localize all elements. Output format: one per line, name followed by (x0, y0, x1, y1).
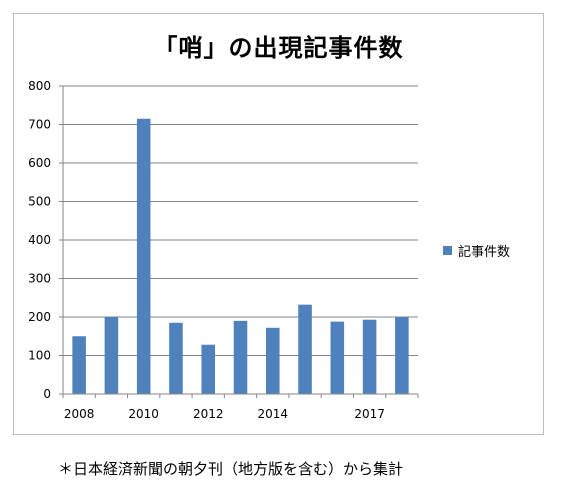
bar (233, 320, 248, 394)
x-tick-label: 2017 (354, 407, 385, 421)
axes (59, 85, 419, 398)
y-tick-label: 500 (28, 195, 51, 209)
legend-label: 記事件数 (458, 245, 511, 260)
bar (169, 322, 183, 394)
chart-title: 「哨」の出現記事件数 (153, 34, 404, 62)
bar (265, 327, 280, 394)
bar (362, 319, 377, 394)
bar (136, 118, 151, 394)
y-tick-label: 800 (28, 79, 51, 93)
bar (201, 344, 216, 394)
x-tick-label: 2012 (193, 407, 224, 421)
y-tick-label: 700 (28, 118, 51, 132)
y-tick-label: 300 (28, 272, 51, 286)
bars (72, 118, 409, 394)
x-tick-label: 2010 (128, 407, 159, 421)
y-tick-label: 400 (28, 233, 51, 247)
footnote: ＊日本経済新聞の朝夕刊（地方版を含む）から集計 (58, 460, 404, 478)
bar (330, 321, 345, 394)
legend-swatch (443, 246, 452, 255)
y-tick-label: 100 (28, 349, 51, 363)
legend: 記事件数 (443, 241, 510, 260)
y-tick-label: 600 (28, 156, 51, 170)
bar (104, 317, 119, 394)
tick-labels: 0 100 200 300 400 500 600 700 800 2008 2010 2012 201… (28, 79, 385, 421)
y-tick-label: 200 (28, 310, 51, 324)
bar (72, 336, 86, 394)
x-tick-label: 2008 (64, 407, 95, 421)
bar (298, 304, 312, 394)
gridlines (63, 85, 418, 356)
y-tick-label: 0 (43, 387, 51, 401)
x-tick-label: 2014 (257, 407, 288, 421)
bar (395, 317, 409, 394)
